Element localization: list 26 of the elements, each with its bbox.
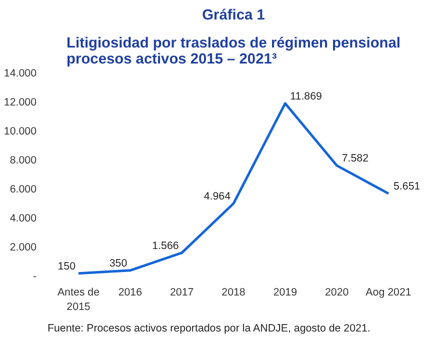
chart-title: Gráfica 1 [202, 8, 265, 24]
x-tick-label: Aog 2021 [366, 286, 412, 298]
data-label: 7.582 [342, 152, 369, 165]
y-tick-label: 14.000 [4, 68, 37, 80]
y-tick-label: 12.000 [4, 96, 37, 108]
y-tick-label: 8.000 [10, 154, 37, 166]
data-label: 150 [58, 260, 76, 272]
x-tick-label: 2016 [118, 286, 142, 298]
chart-subtitle: Litigiosidad por traslados de régimen pensional procesos activos 2015 – 2021³ [66, 36, 400, 68]
x-tick-label: 2020 [324, 286, 349, 298]
data-label: 5.651 [394, 180, 420, 193]
source-note: Fuente: Procesos activos reportados por la ANDJE, agosto de 2021. [48, 322, 370, 334]
y-tick-label: 10.000 [4, 126, 37, 138]
x-tick-label: 2018 [222, 286, 246, 298]
x-tick-label: Antes de 2015 [57, 286, 100, 313]
data-label: 11.869 [290, 90, 322, 102]
data-label: 350 [109, 257, 128, 270]
y-tick-label: 4.000 [10, 212, 37, 224]
data-label: 4.964 [204, 190, 231, 203]
data-label: 1.566 [152, 240, 179, 252]
y-tick-label: 6.000 [10, 184, 37, 196]
x-tick-label: 2019 [273, 286, 298, 298]
x-tick-label: 2017 [170, 286, 194, 298]
y-tick-label: 2.000 [10, 242, 37, 254]
line-series [77, 102, 390, 275]
y-tick-label: - [32, 270, 37, 282]
